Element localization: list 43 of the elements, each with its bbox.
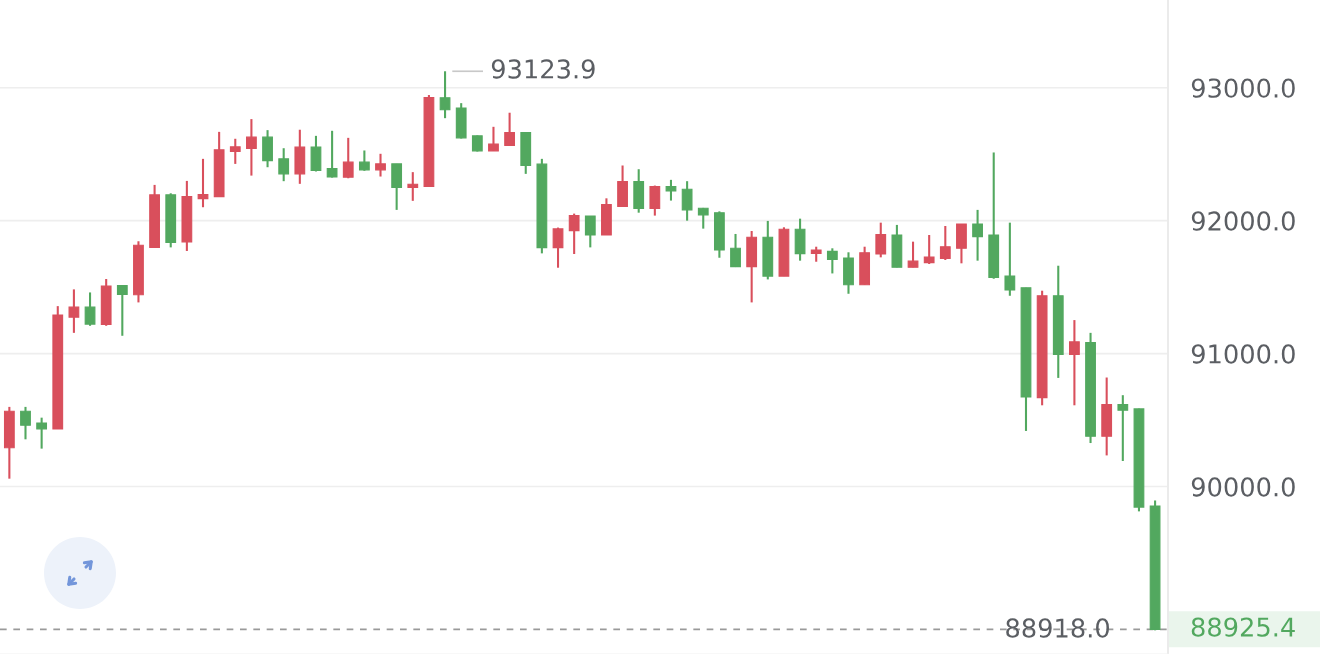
candlestick [439,70,451,120]
candlestick [20,405,31,441]
candlestick [246,118,257,177]
candlestick [649,184,661,217]
candlestick [278,147,290,183]
annotation: 88918.0 [1006,618,1110,638]
candlestick [1117,394,1129,463]
candlestick [342,136,354,180]
candlestick [68,288,80,334]
ref-line-label: 88925.4 [1191,617,1295,637]
candlestick [552,226,564,269]
candlestick [923,233,935,266]
candlestick [326,129,338,179]
candlestick [907,240,919,269]
y-tick-label: 93000.0 [1191,78,1295,98]
candlestick [229,137,241,165]
candlestick [488,125,499,152]
candlestick [568,212,580,256]
y-tick-label: 90000.0 [1191,477,1295,497]
candlestick [84,291,96,327]
candlestick [1004,221,1016,297]
candlestick [36,416,48,450]
y-tick-label: 91000.0 [1191,344,1295,364]
candlestick [375,152,386,178]
annotation: 93123.9 [491,59,595,79]
candlestick [1069,319,1080,407]
candlestick [826,247,838,275]
candlestick [939,224,951,262]
candlestick [197,157,209,209]
candlestick [972,208,983,262]
candlestick [504,111,516,147]
candlestick [584,214,596,249]
candlestick [116,284,128,337]
candlestick [358,149,370,172]
candlestick [681,180,693,222]
candlestick [875,221,887,259]
y-tick-label: 92000.0 [1191,211,1295,231]
candlestick [310,134,322,173]
candlestick [407,171,419,202]
candlestick [730,232,741,269]
candlestick [391,162,403,211]
candlestick [665,178,677,202]
candlestick [262,129,273,169]
